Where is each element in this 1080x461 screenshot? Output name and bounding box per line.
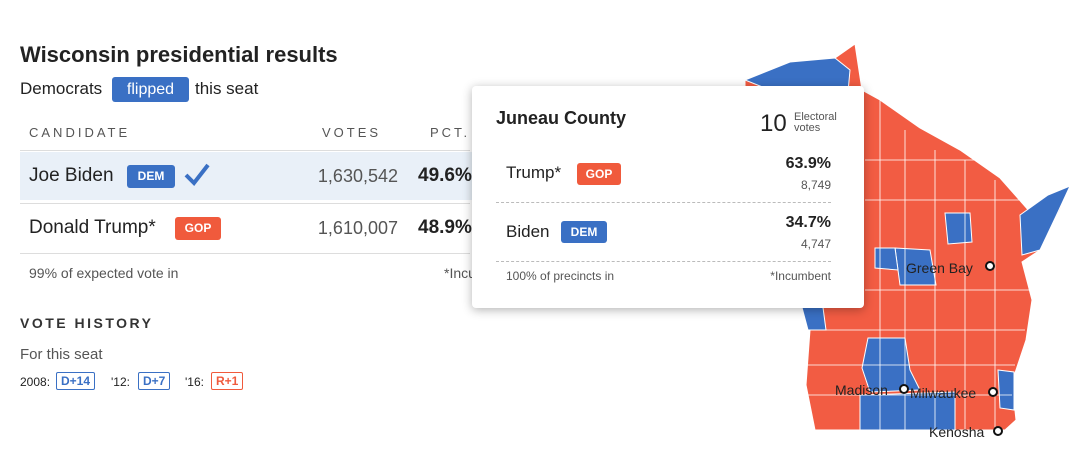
- city-label: Kenosha: [929, 424, 984, 440]
- party-badge: GOP: [175, 217, 221, 240]
- pct: 49.6%: [418, 165, 472, 186]
- city-label: Madison: [835, 382, 888, 398]
- flip-prefix: Democrats: [20, 79, 103, 98]
- votes: 8,749: [800, 178, 831, 192]
- city-label: Green Bay: [906, 260, 973, 276]
- history-margin: R+1: [211, 372, 244, 390]
- pct: 48.9%: [418, 217, 472, 238]
- divider: [20, 253, 470, 254]
- flip-suffix: this seat: [195, 79, 259, 98]
- column-header: PCT.: [430, 125, 471, 140]
- electoral-count: 10: [760, 110, 787, 137]
- pct: 34.7%: [785, 214, 831, 231]
- history-title: VOTE HISTORY: [20, 315, 154, 331]
- history-year: 2008:: [20, 375, 51, 389]
- history-margin: D+7: [138, 372, 171, 390]
- county-dem: [997, 369, 1015, 411]
- incumbent-note: *Incumbent: [770, 269, 831, 283]
- history-subtitle: For this seat: [20, 346, 103, 363]
- county-dem: [944, 212, 973, 245]
- candidate-name: Donald Trump*: [29, 217, 156, 238]
- city-dot: [993, 426, 1003, 436]
- city-dot: [899, 384, 909, 394]
- winner-check: [184, 163, 210, 187]
- county-dem: [874, 247, 899, 271]
- divider: [496, 202, 831, 203]
- candidate-name: Joe Biden: [29, 165, 114, 186]
- divider: [496, 261, 831, 262]
- winner-row-bg: [20, 152, 472, 200]
- county-name: Juneau County: [496, 108, 627, 128]
- history-year: '12:: [111, 375, 130, 389]
- column-header: CANDIDATE: [29, 125, 131, 140]
- history-margin: D+14: [56, 372, 96, 390]
- pct: 63.9%: [785, 155, 831, 172]
- candidate-name: Biden: [506, 222, 550, 241]
- candidate-name: Trump*: [506, 163, 562, 182]
- footnote: 100% of precincts in: [506, 269, 615, 283]
- title: Wisconsin presidential results: [20, 42, 338, 67]
- divider: [20, 150, 470, 151]
- county-borders: [806, 100, 1030, 430]
- city-dot: [985, 261, 995, 271]
- city-label: Milwaukee: [910, 385, 976, 401]
- history-year: '16:: [185, 375, 204, 389]
- party-badge: DEM: [127, 165, 175, 188]
- votes: 4,747: [800, 237, 831, 251]
- city-dot: [988, 387, 998, 397]
- flip-badge: flipped: [112, 77, 189, 102]
- electoral-label: votes: [794, 122, 821, 134]
- votes: 1,630,542: [317, 166, 398, 186]
- divider: [20, 203, 470, 204]
- county-dem: [1019, 185, 1071, 256]
- electoral-label: Electoral: [794, 111, 837, 123]
- party-badge: GOP: [577, 163, 621, 185]
- column-header: VOTES: [322, 125, 382, 140]
- footnote: 99% of expected vote in: [29, 265, 179, 281]
- votes: 1,610,007: [317, 218, 398, 238]
- county-dem: [859, 391, 956, 431]
- county-tooltip: Juneau County 10 Electoral votes Trump* …: [472, 86, 864, 308]
- party-badge: DEM: [561, 221, 607, 243]
